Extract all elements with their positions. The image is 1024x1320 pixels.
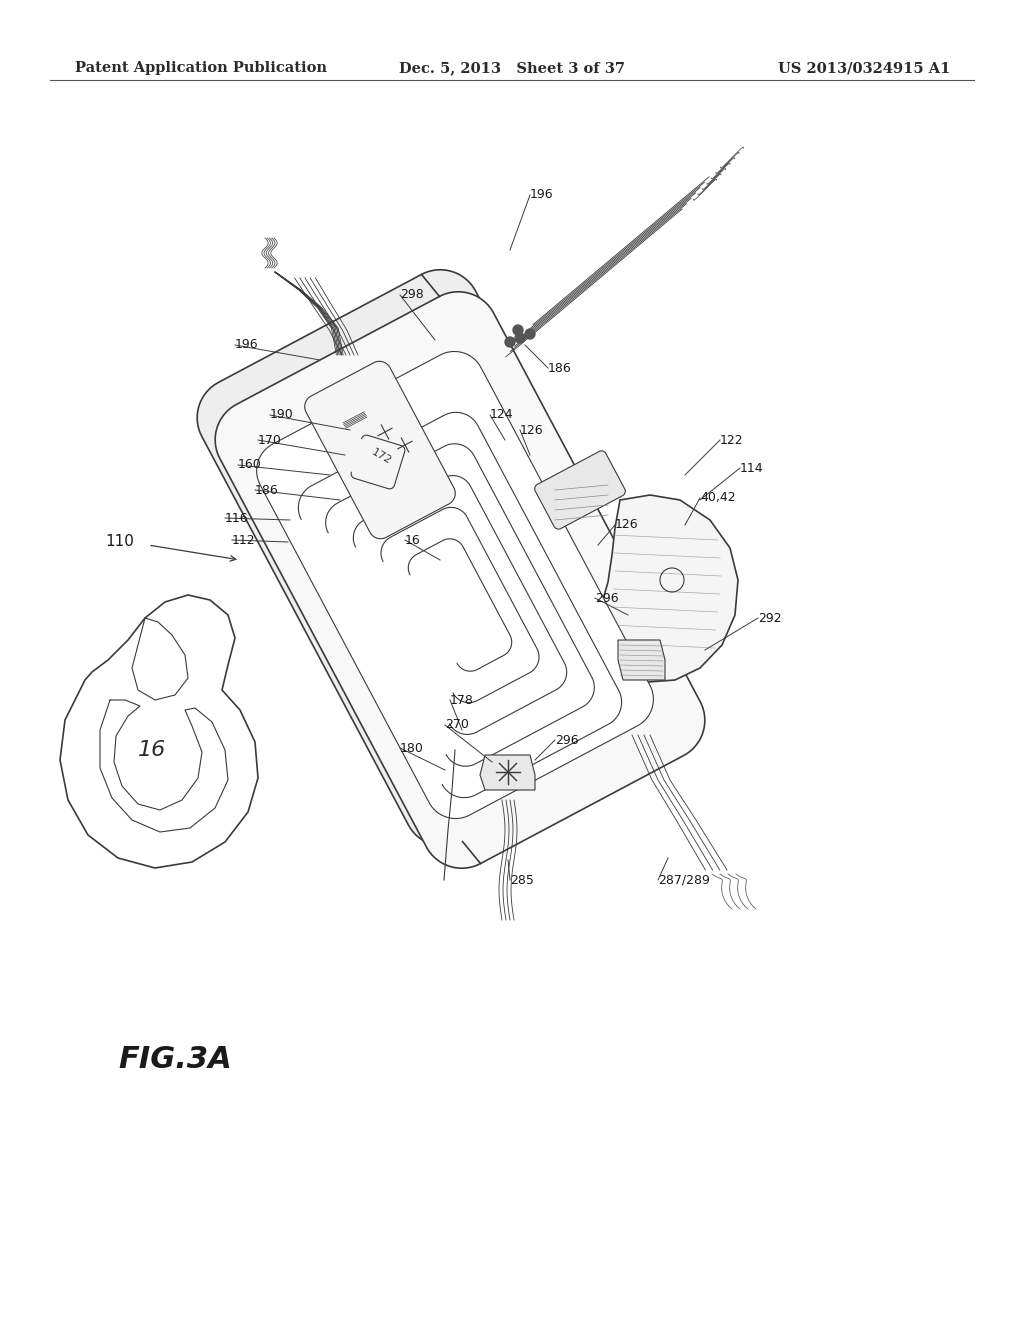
Text: 196: 196	[530, 189, 554, 202]
Text: 112: 112	[232, 533, 256, 546]
Text: 122: 122	[720, 433, 743, 446]
Polygon shape	[60, 595, 258, 869]
Text: 196: 196	[234, 338, 259, 351]
Text: 126: 126	[615, 519, 639, 532]
Text: 172: 172	[370, 446, 393, 466]
Text: US 2013/0324915 A1: US 2013/0324915 A1	[777, 61, 950, 75]
Text: 296: 296	[595, 591, 618, 605]
Text: 114: 114	[740, 462, 764, 474]
Polygon shape	[480, 755, 535, 789]
Text: 287/289: 287/289	[658, 874, 710, 887]
Text: 186: 186	[255, 483, 279, 496]
Text: 270: 270	[445, 718, 469, 731]
Text: 124: 124	[490, 408, 514, 421]
Polygon shape	[618, 640, 665, 680]
Text: 292: 292	[758, 611, 781, 624]
Polygon shape	[215, 292, 705, 869]
Text: 180: 180	[400, 742, 424, 755]
Circle shape	[505, 337, 515, 347]
Text: 16: 16	[138, 741, 166, 760]
Text: 170: 170	[258, 433, 282, 446]
Text: Dec. 5, 2013   Sheet 3 of 37: Dec. 5, 2013 Sheet 3 of 37	[399, 61, 625, 75]
Polygon shape	[257, 351, 653, 818]
Text: FIG.3A: FIG.3A	[118, 1045, 231, 1074]
Text: 110: 110	[105, 535, 134, 549]
Polygon shape	[305, 362, 456, 539]
Text: 126: 126	[520, 424, 544, 437]
Text: 298: 298	[400, 289, 424, 301]
Text: 116: 116	[225, 511, 249, 524]
Circle shape	[513, 325, 523, 335]
Text: 160: 160	[238, 458, 262, 471]
Text: 186: 186	[548, 362, 571, 375]
Circle shape	[515, 333, 525, 343]
Circle shape	[525, 329, 535, 339]
Polygon shape	[598, 495, 738, 682]
Text: 16: 16	[406, 533, 421, 546]
Polygon shape	[535, 451, 626, 529]
Text: 296: 296	[555, 734, 579, 747]
Text: 40,42: 40,42	[700, 491, 735, 504]
Text: 285: 285	[510, 874, 534, 887]
Text: 178: 178	[450, 693, 474, 706]
Text: Patent Application Publication: Patent Application Publication	[75, 61, 327, 75]
Text: 190: 190	[270, 408, 294, 421]
Polygon shape	[198, 269, 687, 846]
